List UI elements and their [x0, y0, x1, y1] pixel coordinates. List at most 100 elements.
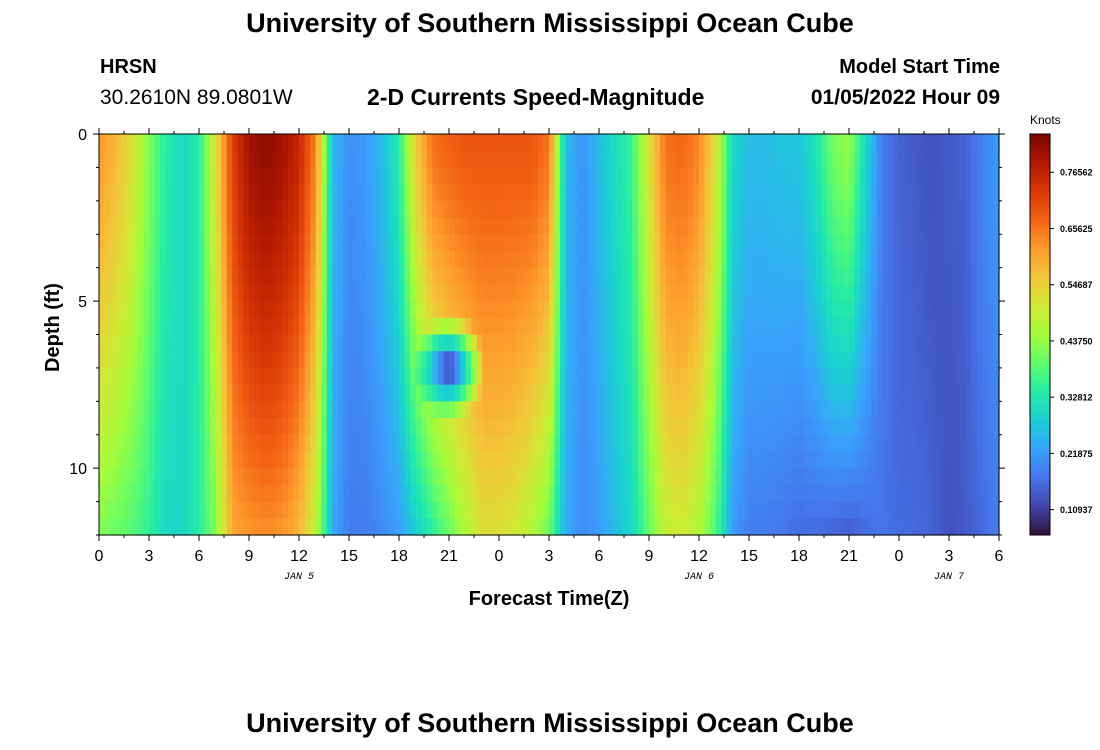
heat-cell [871, 468, 878, 486]
heat-cell [182, 284, 189, 302]
heat-cell [165, 301, 172, 319]
heat-cell [554, 484, 561, 503]
heat-cell [487, 384, 495, 402]
heat-cell [793, 284, 800, 302]
heat-cell [660, 167, 667, 185]
heat-cell [904, 334, 911, 352]
heat-cell [654, 200, 661, 219]
heat-cell [104, 401, 111, 419]
heat-cell [710, 434, 717, 453]
heat-cell [193, 484, 200, 503]
heat-cell [432, 484, 439, 503]
heat-cell [693, 167, 700, 185]
heat-cell [382, 484, 389, 503]
heat-cell [299, 267, 306, 285]
heat-cell [215, 250, 222, 269]
heat-cell [671, 217, 678, 235]
heat-cell [687, 451, 695, 469]
heat-cell [987, 234, 995, 252]
heat-cell [237, 267, 245, 285]
heat-cell [637, 184, 645, 202]
heat-cell [887, 150, 895, 169]
heat-cell [799, 351, 806, 369]
heat-cell [160, 267, 167, 285]
heat-cell [960, 451, 967, 469]
heat-cell [265, 184, 272, 202]
heat-cell [365, 317, 372, 336]
heat-cell [899, 384, 906, 402]
heat-cell [871, 401, 878, 419]
heat-cell [632, 484, 639, 503]
heat-cell [410, 401, 417, 419]
heat-cell [315, 367, 322, 386]
heat-cell [871, 367, 878, 386]
y-tick-label: 5 [78, 294, 87, 311]
heat-cell [815, 484, 822, 503]
heat-cell [743, 401, 750, 419]
heat-cell [387, 334, 395, 352]
heat-cell [854, 234, 861, 252]
heat-cell [921, 184, 928, 202]
heat-cell [749, 484, 756, 503]
heat-cell [460, 267, 467, 285]
heat-cell [732, 317, 739, 336]
heat-cell [632, 267, 639, 285]
heat-cell [793, 250, 800, 269]
heat-cell [537, 167, 545, 185]
heat-cell [465, 468, 472, 486]
heat-cell [837, 267, 845, 285]
heat-cell [887, 351, 895, 369]
heat-cell [387, 418, 395, 436]
heat-cell [865, 234, 872, 252]
heat-cell [215, 150, 222, 169]
heat-cell [493, 267, 500, 285]
heat-cell [260, 334, 267, 352]
heat-cell [937, 150, 945, 169]
heat-cell [310, 217, 317, 235]
heat-cell [837, 451, 845, 469]
heat-cell [432, 434, 439, 453]
heat-cell [765, 150, 772, 169]
heat-cell [415, 401, 422, 419]
heat-cell [749, 301, 756, 319]
heat-cell [871, 418, 878, 436]
heat-cell [732, 267, 739, 285]
heat-cell [176, 167, 183, 185]
heat-cell [782, 334, 789, 352]
heat-cell [965, 518, 972, 536]
heat-cell [943, 351, 950, 369]
heat-cell [743, 317, 750, 336]
heat-cell [743, 334, 750, 352]
heat-cell [832, 150, 839, 169]
heat-cell [987, 518, 995, 536]
heat-cell [437, 401, 445, 419]
heat-cell [221, 234, 228, 252]
heat-cell [887, 134, 895, 152]
heat-cell [426, 351, 433, 369]
heat-cell [626, 434, 633, 453]
heat-cell [437, 367, 445, 386]
heat-cell [449, 134, 456, 152]
heat-cell [326, 150, 333, 169]
heat-cell [699, 418, 706, 436]
heat-cell [460, 418, 467, 436]
heat-cell [226, 484, 233, 503]
heat-cell [971, 384, 978, 402]
heat-cell [504, 384, 511, 402]
heat-cell [287, 451, 295, 469]
heat-cell [332, 267, 339, 285]
heat-cell [154, 434, 161, 453]
heat-cell [765, 351, 772, 369]
heat-cell [454, 351, 461, 369]
heat-cell [154, 401, 161, 419]
heat-cell [854, 518, 861, 536]
heat-cell [804, 184, 811, 202]
heat-cell [671, 250, 678, 269]
heat-cell [471, 301, 478, 319]
heat-cell [254, 200, 261, 219]
heat-cell [693, 451, 700, 469]
heat-cell [799, 150, 806, 169]
heat-cell [649, 384, 656, 402]
heat-cell [376, 351, 383, 369]
heat-cell [510, 301, 517, 319]
